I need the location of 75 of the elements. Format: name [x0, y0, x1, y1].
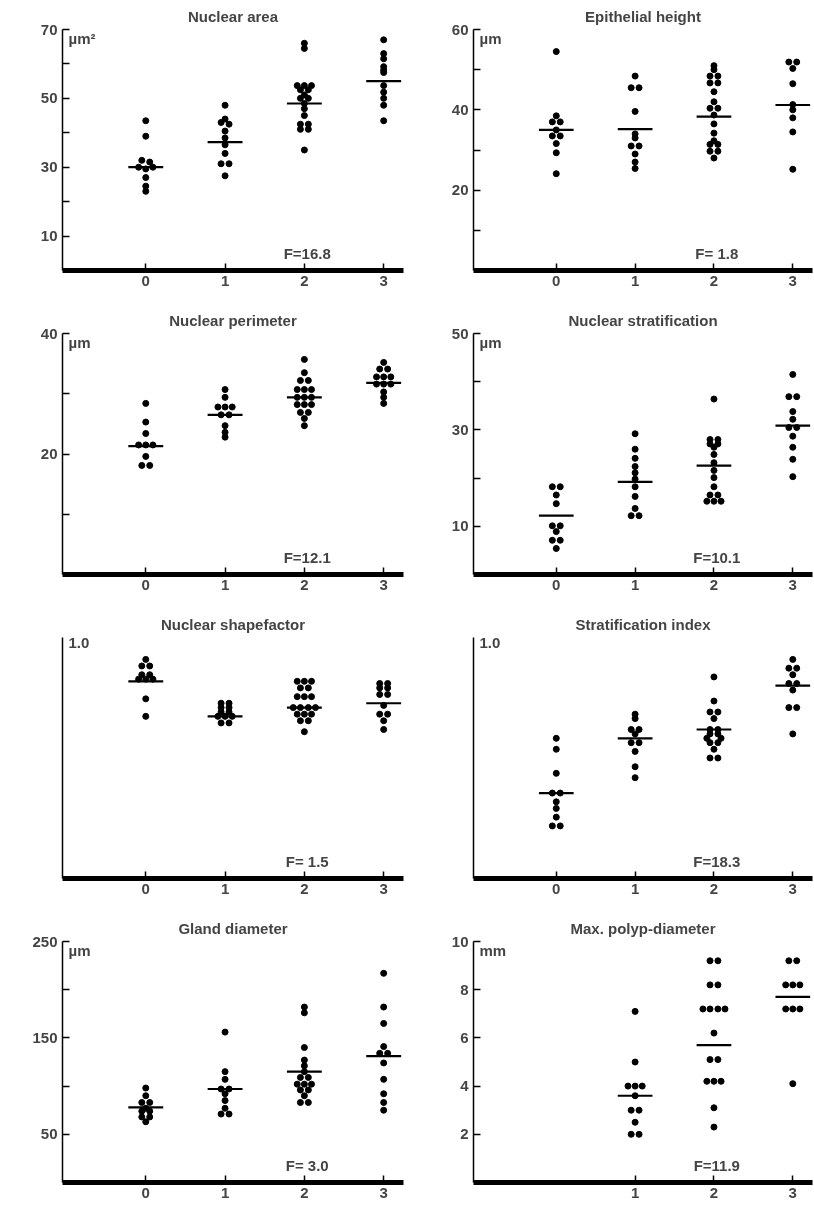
x-tick-label: 3	[379, 271, 388, 289]
y-axis-title: µm	[479, 29, 502, 47]
x-tick-label: 1	[630, 271, 640, 289]
x-tick-label: 0	[552, 879, 561, 897]
chart-title: Gland diameter	[178, 919, 288, 937]
y-tick-label: 4	[460, 1077, 470, 1095]
x-tick-label: 3	[788, 271, 797, 289]
x-tick-label: 3	[379, 1183, 388, 1201]
y-tick-label: 50	[40, 89, 58, 107]
x-tick-label: 0	[141, 879, 150, 897]
x-tick-label: 2	[709, 879, 719, 897]
y-tick-label: 50	[40, 1125, 58, 1143]
x-tick-label: 0	[141, 575, 150, 593]
x-tick-label: 2	[709, 271, 719, 289]
annotation: F=11.9	[693, 1157, 740, 1175]
x-tick-label: 1	[220, 1183, 230, 1201]
x-tick-label: 3	[788, 575, 797, 593]
y-tick-label: 8	[460, 980, 469, 998]
x-tick-label: 1	[630, 1183, 640, 1201]
x-tick-label: 3	[788, 879, 797, 897]
y-tick-label: 10	[40, 227, 58, 245]
y-axis-title: µm	[68, 333, 91, 351]
x-tick-label: 3	[379, 575, 388, 593]
chart-title: Nuclear stratification	[568, 311, 718, 329]
y-tick-label: 30	[451, 420, 469, 438]
y-tick-label: 30	[40, 158, 58, 176]
x-tick-label: 2	[709, 575, 719, 593]
x-tick-label: 2	[300, 879, 309, 897]
text: 1.0	[479, 633, 501, 651]
y-tick-label: 70	[40, 20, 58, 38]
chart-title: Stratification index	[575, 615, 712, 633]
y-axis-title: µm	[479, 333, 502, 351]
x-tick-label: 0	[141, 271, 150, 289]
x-tick-label: 3	[788, 1183, 797, 1201]
y-axis-title: µm²	[68, 29, 96, 47]
chart-title: Nuclear area	[187, 7, 279, 25]
x-tick-label: 1	[220, 271, 230, 289]
x-tick-label: 2	[300, 271, 309, 289]
chart-title: Epithelial height	[585, 7, 701, 25]
y-axis-title: mm	[479, 941, 507, 959]
y-tick-label: 10	[451, 517, 469, 535]
y-tick-label: 250	[32, 932, 58, 950]
x-tick-label: 1	[220, 879, 230, 897]
chart-title: Nuclear shapefactor	[160, 615, 306, 633]
annotation: F= 3.0	[285, 1157, 329, 1175]
chart-title: Max. polyp-diameter	[570, 919, 716, 937]
text: 1.0	[68, 633, 90, 651]
y-tick-label: 60	[451, 20, 469, 38]
annotation: F=10.1	[693, 549, 741, 567]
y-tick-label: 6	[460, 1028, 469, 1046]
x-tick-label: 2	[709, 1183, 719, 1201]
y-tick-label: 40	[451, 100, 469, 118]
y-tick-label: 10	[451, 932, 469, 950]
x-tick-label: 0	[552, 271, 561, 289]
annotation: F=12.1	[283, 549, 331, 567]
x-tick-label: 0	[141, 1183, 150, 1201]
y-tick-label: 20	[40, 445, 58, 462]
y-tick-label: 20	[451, 181, 469, 199]
y-axis-title: µm	[68, 941, 91, 959]
annotation: F=16.8	[283, 245, 331, 263]
y-tick-label: 50	[451, 324, 469, 342]
x-tick-label: 1	[630, 879, 640, 897]
y-tick-label: 40	[40, 324, 58, 342]
y-tick-label: 150	[32, 1028, 58, 1046]
x-tick-label: 2	[300, 575, 309, 593]
annotation: F= 1.5	[285, 853, 329, 871]
chart-title: Nuclear perimeter	[169, 311, 297, 329]
x-tick-label: 1	[630, 575, 640, 593]
x-tick-label: 0	[552, 575, 561, 593]
x-tick-label: 1	[220, 575, 230, 593]
x-tick-label: 2	[300, 1183, 309, 1201]
y-tick-label: 2	[460, 1125, 469, 1143]
annotation: F=18.3	[693, 853, 741, 871]
annotation: F= 1.8	[695, 245, 739, 263]
x-tick-label: 3	[379, 879, 388, 897]
